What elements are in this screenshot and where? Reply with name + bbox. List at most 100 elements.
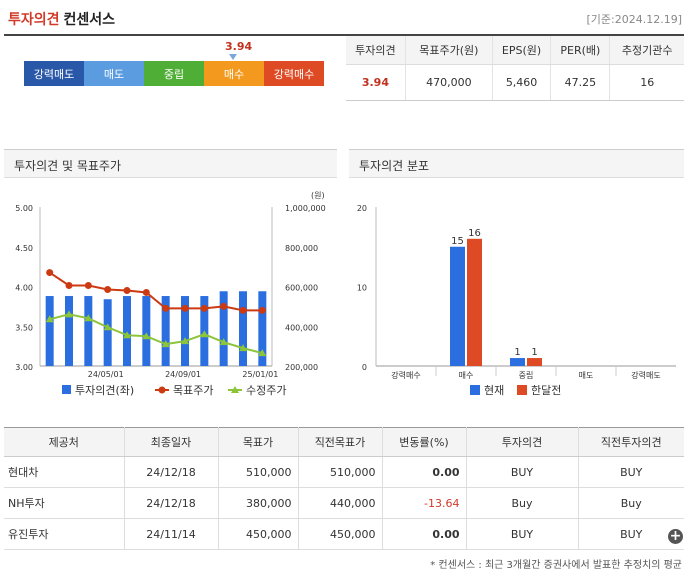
more-button[interactable]: + [668,528,683,544]
target-price-point [162,304,170,312]
category-label: 매도 [579,371,594,380]
table-cell: -13.64 [382,487,467,519]
table-cell: 380,000 [218,487,299,519]
broker-detail-table: 제공처 최종일자 목표가 직전목표가 변동률(%) 투자의견 직전투자의견 현대… [4,427,684,550]
gauge-segment: 강력매수 [264,61,324,86]
section-title: 투자의견 컨센서스 [8,9,115,29]
table-cell: 450,000 [218,518,299,550]
target-price-point [46,269,54,277]
detail-header: 직전투자의견 [578,427,684,457]
summary-header-row: 투자의견 목표주가(원) EPS(원) PER(배) 추정기관수 [346,36,684,65]
opinion-bar [142,296,151,366]
detail-header: 목표가 [218,427,299,457]
table-cell: BUY [466,456,579,488]
distribution-bar [527,358,542,366]
detail-header: 제공처 [4,427,125,457]
table-cell: 24/11/14 [124,518,219,550]
unit-label: (원) [311,191,325,200]
reference-date: [기준:2024.12.19] [586,13,682,26]
target-price-point [200,304,208,312]
opinion-bar [103,299,112,366]
panel-title-distribution: 투자의견 분포 [349,149,684,178]
distribution-bar [510,358,525,366]
x-tick-label: 24/05/01 [88,370,124,379]
target-price-point [65,282,73,290]
gauge-segment: 매수 [204,61,264,86]
revised-price-point [103,323,112,331]
left-tick-label: 5.00 [15,204,33,213]
revised-price-point [65,310,73,318]
summary-per: 47.25 [550,64,611,101]
target-price-point [220,302,228,310]
left-tick-label: 3.50 [15,323,33,332]
bar-value-label: 16 [468,228,481,239]
legend-target-swatch [158,386,166,394]
summary-header: EPS(원) [492,36,552,65]
legend-label: 현재 [484,384,504,397]
summary-value-row: 3.94 470,000 5,460 47.25 16 [346,64,684,101]
summary-eps: 5,460 [492,64,552,101]
legend-opinion-swatch [62,385,71,394]
header-divider [4,34,684,36]
right-tick-label: 800,000 [285,244,318,253]
revised-price-point [161,340,170,348]
target-price-point [104,285,112,293]
table-cell: NH투자 [4,487,125,519]
detail-header-row: 제공처 최종일자 목표가 직전목표가 변동률(%) 투자의견 직전투자의견 [4,427,684,457]
opinion-target-chart: 5.00 4.50 4.00 3.50 3.00 1,000,000 800,000 600,… [15,191,326,397]
table-row: 유진투자 24/11/14 450,000 450,000 0.00 BUY BUY [4,518,684,550]
detail-header: 최종일자 [124,427,219,457]
distribution-bar [450,246,465,366]
opinion-gauge: 강력매도 매도 중립 매수 강력매수 [24,61,324,86]
revised-price-point [200,330,209,338]
right-tick-label: 400,000 [285,323,318,332]
bar-value-label: 15 [451,236,464,247]
opinion-bar [45,296,54,366]
table-cell: 510,000 [298,456,383,488]
legend-label: 투자의견(좌) [75,384,134,397]
revised-price-point [84,314,93,322]
left-tick-label: 4.50 [15,244,33,253]
legend-label: 목표주가 [173,384,213,397]
table-cell: 450,000 [298,518,383,550]
right-tick-label: 200,000 [285,363,318,372]
table-cell: 24/12/18 [124,456,219,488]
revised-price-point [142,332,151,340]
table-row: 현대차 24/12/18 510,000 510,000 0.00 BUY BUY [4,456,684,488]
left-tick-label: 3.00 [15,363,33,372]
title-sub: 컨센서스 [63,12,116,28]
footnote: * 컨센서스 : 최근 3개월간 증권사에서 발표한 추정치의 평균 [430,560,682,571]
y-tick-label: 10 [357,284,367,293]
summary-header: 추정기관수 [609,36,684,65]
summary-header: 목표주가(원) [405,36,493,65]
bar-value-label: 1 [514,347,520,358]
target-price-point [239,306,247,314]
detail-header: 변동률(%) [382,427,467,457]
opinion-bar [65,296,73,366]
opinion-bar [219,291,228,366]
summary-institutions: 16 [609,64,684,101]
target-price-point [123,286,131,294]
opinion-bar [181,296,189,366]
legend-revised-swatch [231,386,239,393]
table-cell: BUY [466,518,579,550]
detail-header: 투자의견 [466,427,579,457]
revised-price-point [123,331,131,339]
gauge-value: 3.94 [225,40,253,53]
opinion-bar [258,291,267,366]
opinion-bar [161,296,170,366]
table-cell: 현대차 [4,456,125,488]
summary-target-price: 470,000 [405,64,493,101]
table-cell: Buy [578,487,684,519]
table-cell: BUY [578,456,684,488]
x-tick-label: 25/01/01 [242,370,278,379]
summary-header: PER(배) [550,36,611,65]
legend-label: 수정주가 [246,384,286,397]
opinion-bar [123,296,131,366]
revised-price-point [219,338,228,346]
table-cell: 0.00 [382,456,467,488]
table-cell: 510,000 [218,456,299,488]
category-label: 매수 [459,371,474,380]
target-price-point [84,282,92,290]
left-tick-label: 4.00 [15,284,33,293]
